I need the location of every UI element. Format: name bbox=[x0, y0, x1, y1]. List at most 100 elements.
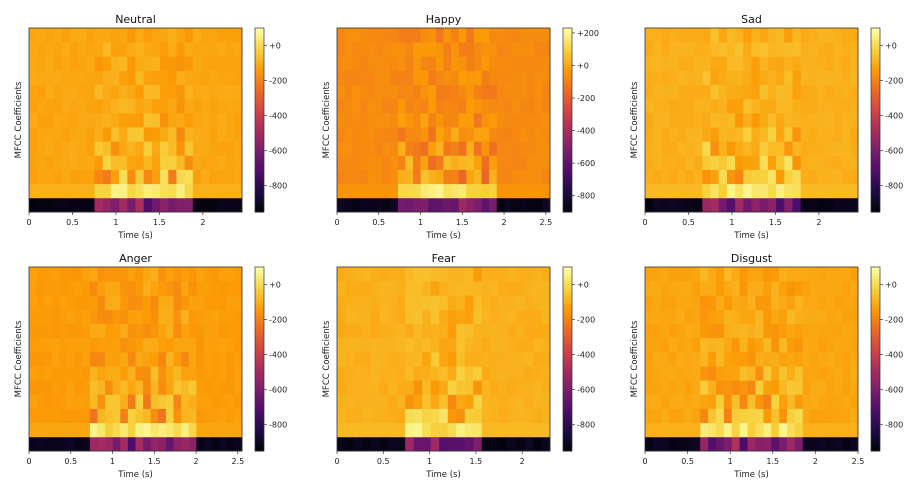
heatmap-cell bbox=[196, 267, 205, 282]
heatmap-cell bbox=[653, 155, 662, 170]
colorbar-segment bbox=[871, 175, 880, 179]
colorbar-segment bbox=[563, 55, 572, 60]
heatmap-cell bbox=[466, 183, 475, 199]
colorbar-segment bbox=[871, 46, 880, 50]
heatmap-cell bbox=[405, 281, 415, 296]
colorbar-tick-label: -400 bbox=[577, 127, 595, 136]
colorbar-segment bbox=[871, 441, 880, 446]
heatmap-cell bbox=[694, 56, 703, 71]
heatmap-cell bbox=[362, 351, 372, 367]
heatmap-cell bbox=[489, 169, 498, 185]
heatmap-cell bbox=[143, 366, 152, 381]
heatmap-cell bbox=[515, 366, 525, 381]
heatmap-cell bbox=[794, 337, 804, 353]
colorbar-segment bbox=[871, 426, 880, 431]
heatmap-cell bbox=[716, 408, 725, 424]
heatmap-cell bbox=[127, 70, 136, 86]
heatmap-cell bbox=[413, 436, 423, 452]
heatmap-cell bbox=[375, 56, 384, 71]
heatmap-cell bbox=[826, 295, 835, 310]
heatmap-cell bbox=[451, 56, 460, 71]
heatmap-cell bbox=[481, 98, 490, 114]
heatmap-cell bbox=[97, 267, 106, 282]
heatmap-cell bbox=[192, 28, 202, 43]
colorbar-segment bbox=[563, 101, 572, 106]
heatmap-cell bbox=[767, 197, 777, 213]
colorbar-tick-label: -800 bbox=[885, 182, 903, 191]
heatmap-cell bbox=[527, 183, 536, 199]
heatmap-cell bbox=[498, 309, 508, 325]
heatmap-cell bbox=[676, 281, 685, 296]
heatmap-cell bbox=[763, 309, 772, 325]
colorbar-segment bbox=[871, 447, 880, 452]
heatmap-cell bbox=[481, 141, 490, 156]
heatmap-cell bbox=[660, 351, 670, 367]
heatmap-cell bbox=[112, 351, 121, 367]
colorbar-segment bbox=[255, 405, 264, 409]
heatmap-cell bbox=[489, 28, 498, 43]
heatmap-cell bbox=[428, 84, 437, 100]
heatmap-cell bbox=[668, 323, 677, 339]
heatmap-cell bbox=[354, 422, 363, 438]
colorbar-tick-label: -800 bbox=[269, 421, 287, 430]
colorbar-segment bbox=[563, 352, 572, 357]
heatmap-cell bbox=[541, 281, 551, 296]
heatmap-cell bbox=[390, 169, 399, 185]
heatmap-cell bbox=[337, 98, 346, 114]
heatmap-cell bbox=[422, 295, 432, 310]
heatmap-cell bbox=[74, 281, 83, 296]
heatmap-cell bbox=[217, 98, 227, 114]
heatmap-cell bbox=[158, 366, 167, 381]
heatmap-cell bbox=[86, 42, 95, 57]
heatmap-cell bbox=[135, 394, 144, 409]
heatmap-cell bbox=[527, 155, 536, 170]
heatmap-cell bbox=[747, 436, 756, 452]
heatmap-cell bbox=[692, 323, 701, 339]
heatmap-cell bbox=[763, 267, 772, 282]
heatmap-cell bbox=[37, 98, 46, 114]
colorbar-segment bbox=[563, 74, 572, 78]
colorbar-segment bbox=[563, 37, 572, 41]
colorbar-segment bbox=[255, 319, 264, 323]
heatmap-cell bbox=[69, 141, 79, 156]
heatmap-cell bbox=[234, 337, 243, 353]
heatmap-cell bbox=[443, 98, 452, 114]
x-tick-label: 2.5 bbox=[852, 457, 865, 466]
heatmap-cell bbox=[735, 56, 744, 71]
heatmap-cell bbox=[160, 70, 169, 86]
heatmap-cell bbox=[771, 436, 780, 452]
heatmap-cell bbox=[451, 70, 460, 86]
heatmap-cell bbox=[751, 42, 761, 57]
heatmap-cell bbox=[524, 394, 534, 409]
colorbar-segment bbox=[871, 291, 880, 296]
heatmap-cell bbox=[834, 309, 843, 325]
heatmap-cell bbox=[532, 351, 542, 367]
colorbar-segment bbox=[563, 153, 572, 158]
heatmap-cell bbox=[29, 295, 38, 310]
heatmap-cell bbox=[388, 394, 398, 409]
heatmap-cell bbox=[359, 98, 368, 114]
heatmap-cell bbox=[767, 28, 777, 43]
colorbar-segment bbox=[255, 205, 264, 210]
heatmap-cell bbox=[507, 380, 517, 395]
heatmap-cell bbox=[45, 28, 54, 43]
x-tick-label: 1.5 bbox=[148, 457, 161, 466]
heatmap-cell bbox=[527, 42, 536, 57]
heatmap-cell bbox=[661, 28, 670, 43]
colorbar-segment bbox=[563, 166, 572, 170]
heatmap-cell bbox=[763, 394, 772, 409]
heatmap-cell bbox=[731, 351, 741, 367]
heatmap-cell bbox=[168, 183, 177, 199]
heatmap-cell bbox=[422, 366, 432, 381]
heatmap-cell bbox=[710, 127, 720, 142]
axes-frame bbox=[644, 27, 859, 213]
heatmap-cell bbox=[29, 197, 38, 213]
heatmap-cell bbox=[151, 28, 161, 43]
heatmap-cell bbox=[29, 436, 38, 452]
heatmap-cell bbox=[747, 267, 756, 282]
heatmap-cell bbox=[833, 112, 843, 128]
colorbar-segment bbox=[871, 359, 880, 363]
heatmap-cell bbox=[354, 267, 363, 282]
heatmap-cell bbox=[751, 70, 761, 86]
heatmap-cell bbox=[511, 56, 520, 71]
